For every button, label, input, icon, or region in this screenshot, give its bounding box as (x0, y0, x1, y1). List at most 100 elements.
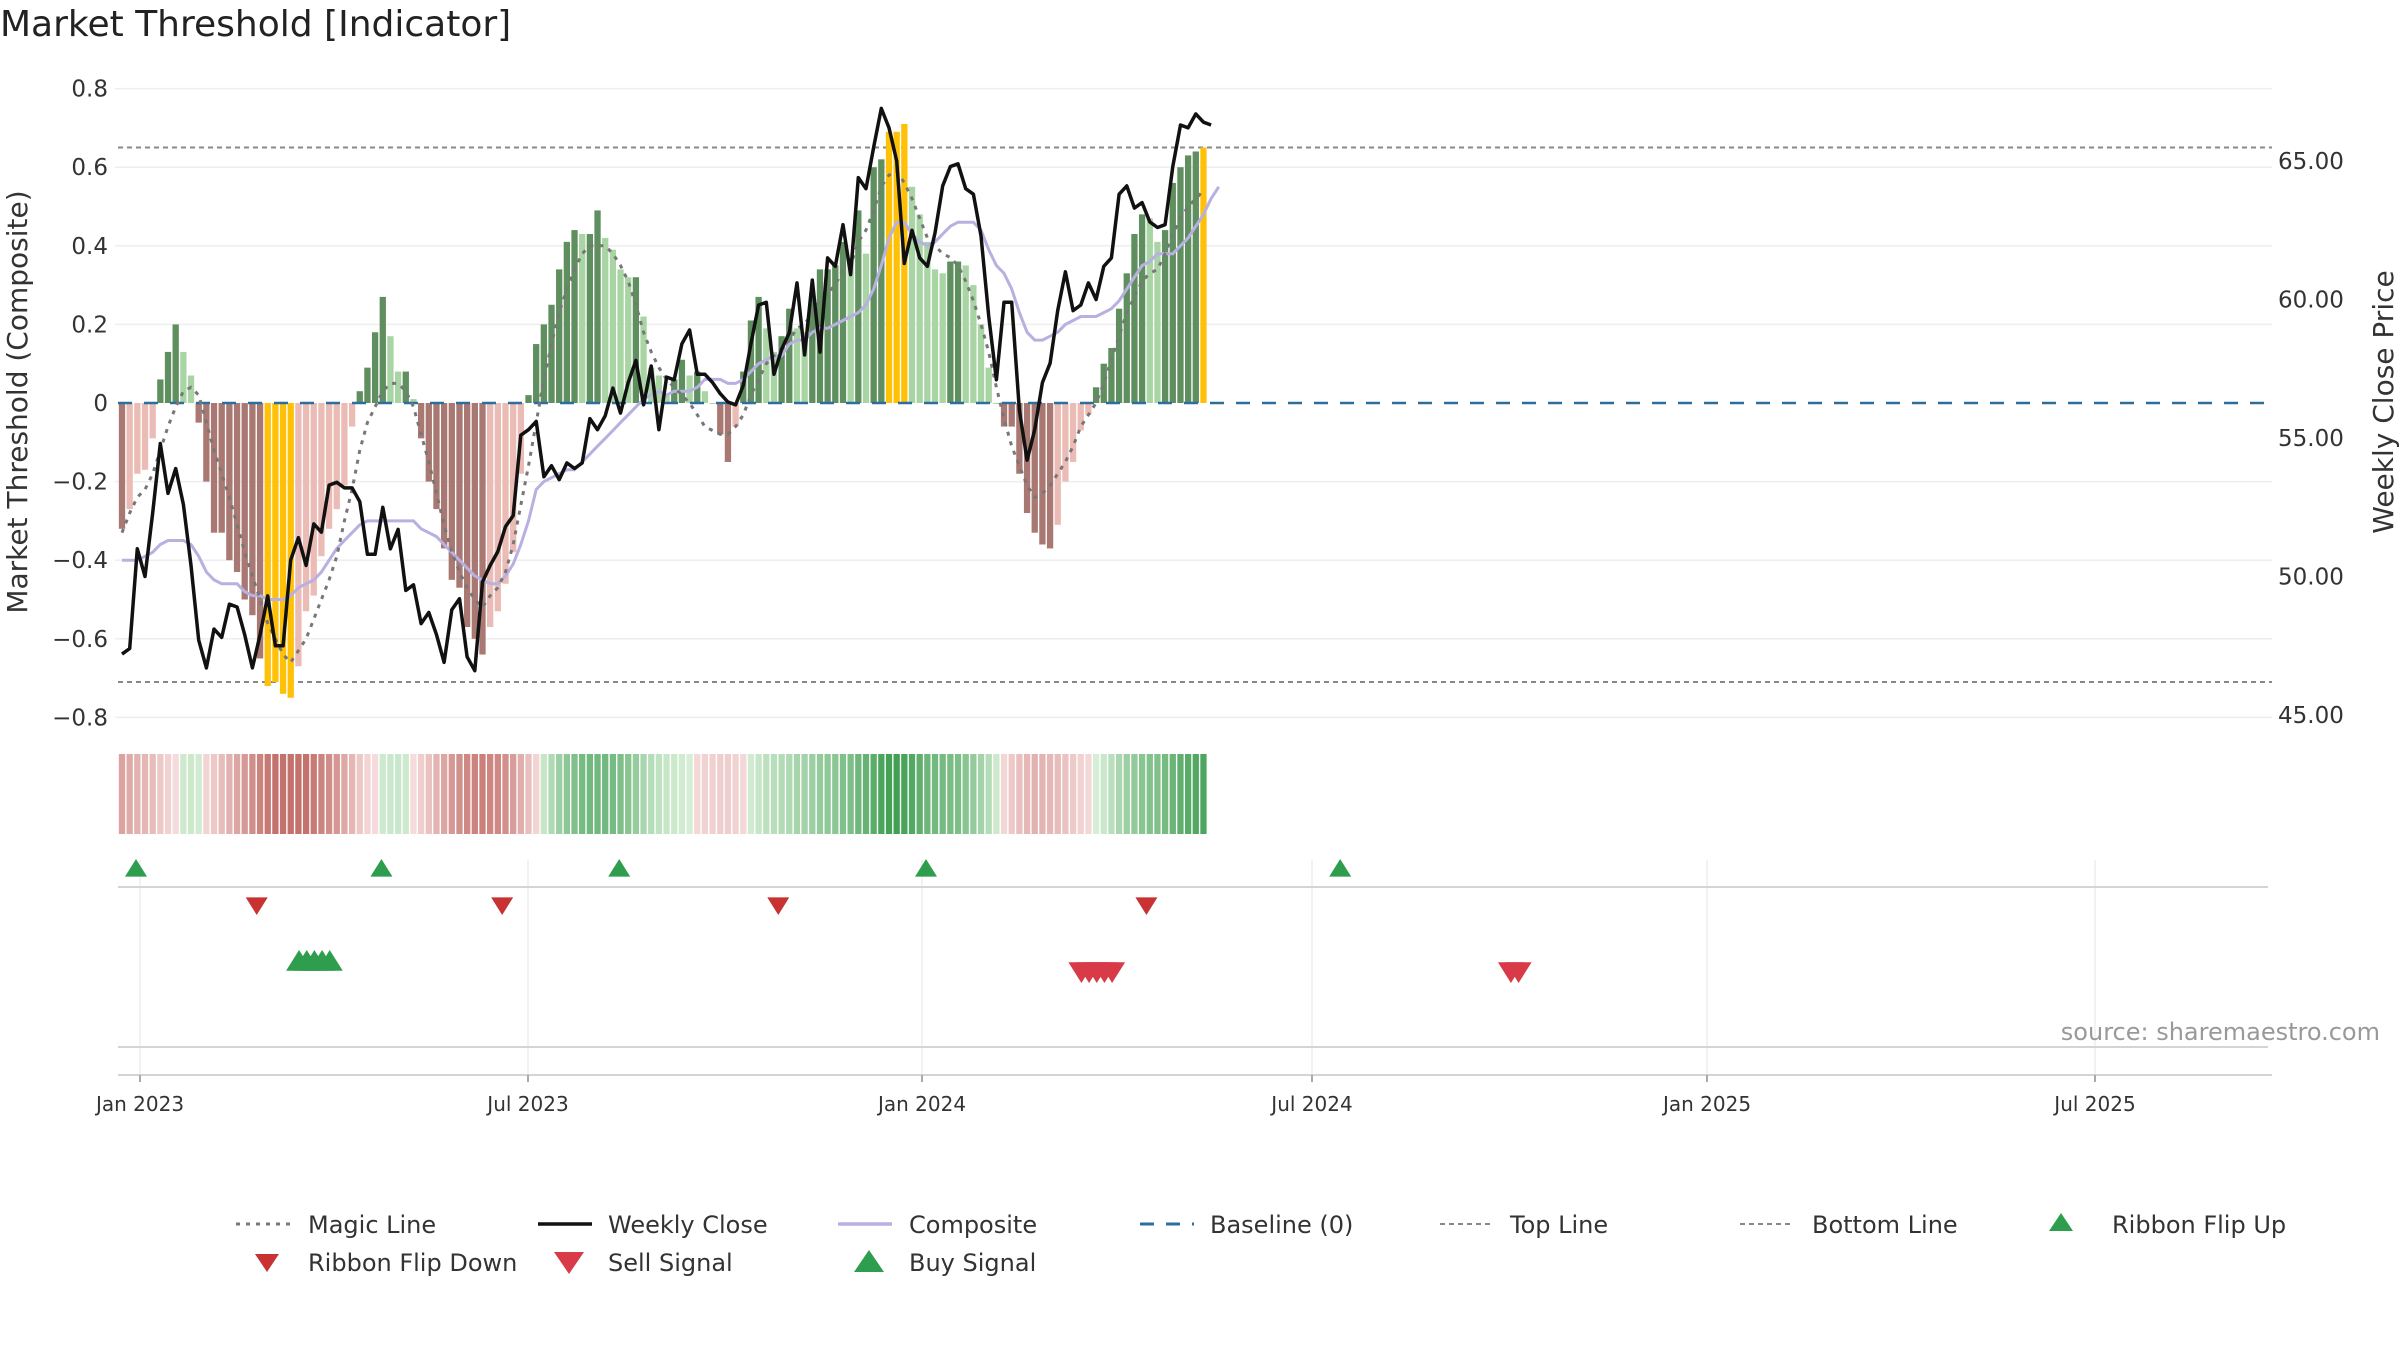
composite-bar (1016, 403, 1023, 474)
composite-bar (141, 403, 149, 470)
ribbon-segment (210, 754, 218, 834)
composite-bar (1062, 403, 1069, 482)
ribbon-segment (471, 754, 478, 834)
composite-bar (364, 367, 371, 403)
ribbon-segment (985, 754, 992, 834)
composite-bar (862, 253, 870, 403)
weekly-close-line (120, 106, 1212, 673)
ribbon-segment (824, 754, 831, 834)
composite-bar (180, 351, 187, 403)
ribbon-segment (954, 754, 962, 834)
ribbon-segment (801, 754, 808, 834)
y-axis-title: Market Threshold (Composite) (1, 190, 34, 613)
composite-bar (1146, 218, 1153, 403)
composite-bar (632, 277, 640, 403)
ribbon-segment (318, 754, 325, 834)
y2-tick-label: 65.00 (2278, 149, 2344, 175)
ribbon-segment (1100, 754, 1107, 834)
ribbon-segment (195, 754, 202, 834)
composite-bar (1154, 241, 1161, 403)
x-tick-label: Jul 2024 (1269, 1092, 1352, 1116)
composite-bar (1161, 230, 1169, 403)
legend-item-ribbon-flip-down[interactable]: Ribbon Flip Down (255, 1249, 517, 1277)
buy-signal-marker (316, 950, 343, 971)
legend-item-buy-signal[interactable]: Buy Signal (854, 1249, 1036, 1277)
composite-bar (341, 403, 348, 486)
ribbon-segment (885, 754, 893, 834)
x-tick-label: Jan 2024 (876, 1092, 966, 1116)
composite-bar (226, 403, 233, 561)
ribbon-segment (993, 754, 1000, 834)
composite-bar (962, 265, 969, 403)
ribbon-segment (279, 754, 287, 834)
composite-bar (310, 403, 317, 596)
legend-item-sell-signal[interactable]: Sell Signal (554, 1249, 733, 1277)
composite-bar (686, 375, 693, 403)
threshold-lines (118, 146, 2272, 684)
series-lines (120, 106, 1221, 673)
ribbon-segment (671, 754, 678, 834)
ribbon-segment (1069, 754, 1077, 834)
ribbon-flip-down-marker (767, 897, 790, 915)
sell-signal-marker (1505, 962, 1532, 983)
composite-bar (134, 403, 141, 474)
ribbon-flip-up-marker (125, 859, 147, 877)
ribbon-segment (249, 754, 256, 834)
ribbon-segment (341, 754, 348, 834)
left-axis: 0.8 0.6 0.4 0.2 0 −0.2 −0.4 −0.6 −0.8 (52, 77, 108, 732)
composite-bar (1200, 147, 1207, 403)
y-tick-label: −0.4 (52, 548, 108, 574)
composite-bar (487, 403, 494, 628)
composite-bar (295, 403, 302, 667)
legend-item-weekly-close[interactable]: Weekly Close (538, 1211, 768, 1239)
y-tick-label: 0.6 (71, 155, 108, 181)
ribbon-segment (241, 754, 248, 834)
composite-bar (839, 241, 847, 403)
legend-item-baseline[interactable]: Baseline (0) (1140, 1211, 1353, 1239)
composite-bar (233, 403, 241, 572)
composite-bar (287, 403, 294, 698)
ribbon-segment (931, 754, 939, 834)
composite-bar (924, 241, 931, 403)
ribbon-segment (394, 754, 402, 834)
legend-item-ribbon-flip-up[interactable]: Ribbon Flip Up (2049, 1211, 2286, 1239)
composite-bar (525, 395, 532, 403)
x-tick-label: Jan 2023 (94, 1092, 184, 1116)
ribbon-segment (609, 754, 617, 834)
ribbon-segment (1200, 754, 1207, 834)
legend-label: Bottom Line (1812, 1211, 1958, 1239)
ribbon-segment (1008, 754, 1015, 834)
magic-line (120, 169, 1205, 665)
legend-item-top-line[interactable]: Top Line (1440, 1211, 1608, 1239)
ribbon-segment (778, 754, 785, 834)
composite-bar (325, 403, 333, 529)
ribbon-segment (556, 754, 563, 834)
composite-bar (502, 403, 509, 584)
ribbon-segment (678, 754, 686, 834)
legend-item-composite[interactable]: Composite (838, 1211, 1037, 1239)
composite-bar (157, 379, 164, 403)
composite-bar (479, 403, 486, 655)
ribbon-segment (310, 754, 317, 834)
composite-bar (556, 269, 563, 403)
ribbon-segment (594, 754, 601, 834)
composite-bar (187, 375, 195, 403)
ribbon-segment (632, 754, 640, 834)
ribbon-segment (448, 754, 455, 834)
ribbon-segment (1146, 754, 1153, 834)
ribbon-segment (417, 754, 425, 834)
ribbon-segment (149, 754, 156, 834)
legend-item-magic-line[interactable]: Magic Line (236, 1211, 436, 1239)
composite-bar (908, 186, 916, 403)
composite-bar (586, 234, 594, 403)
composite-bar (947, 261, 954, 403)
composite-bar (1131, 234, 1138, 403)
y2-tick-label: 45.00 (2278, 703, 2344, 729)
composite-bar (1069, 403, 1077, 462)
composite-bar (118, 403, 126, 529)
composite-bar (617, 269, 624, 403)
chart-title: Market Threshold [Indicator] (0, 4, 512, 45)
composite-bar (594, 210, 601, 403)
ribbon-segment (410, 754, 417, 834)
legend-item-bottom-line[interactable]: Bottom Line (1740, 1211, 1958, 1239)
